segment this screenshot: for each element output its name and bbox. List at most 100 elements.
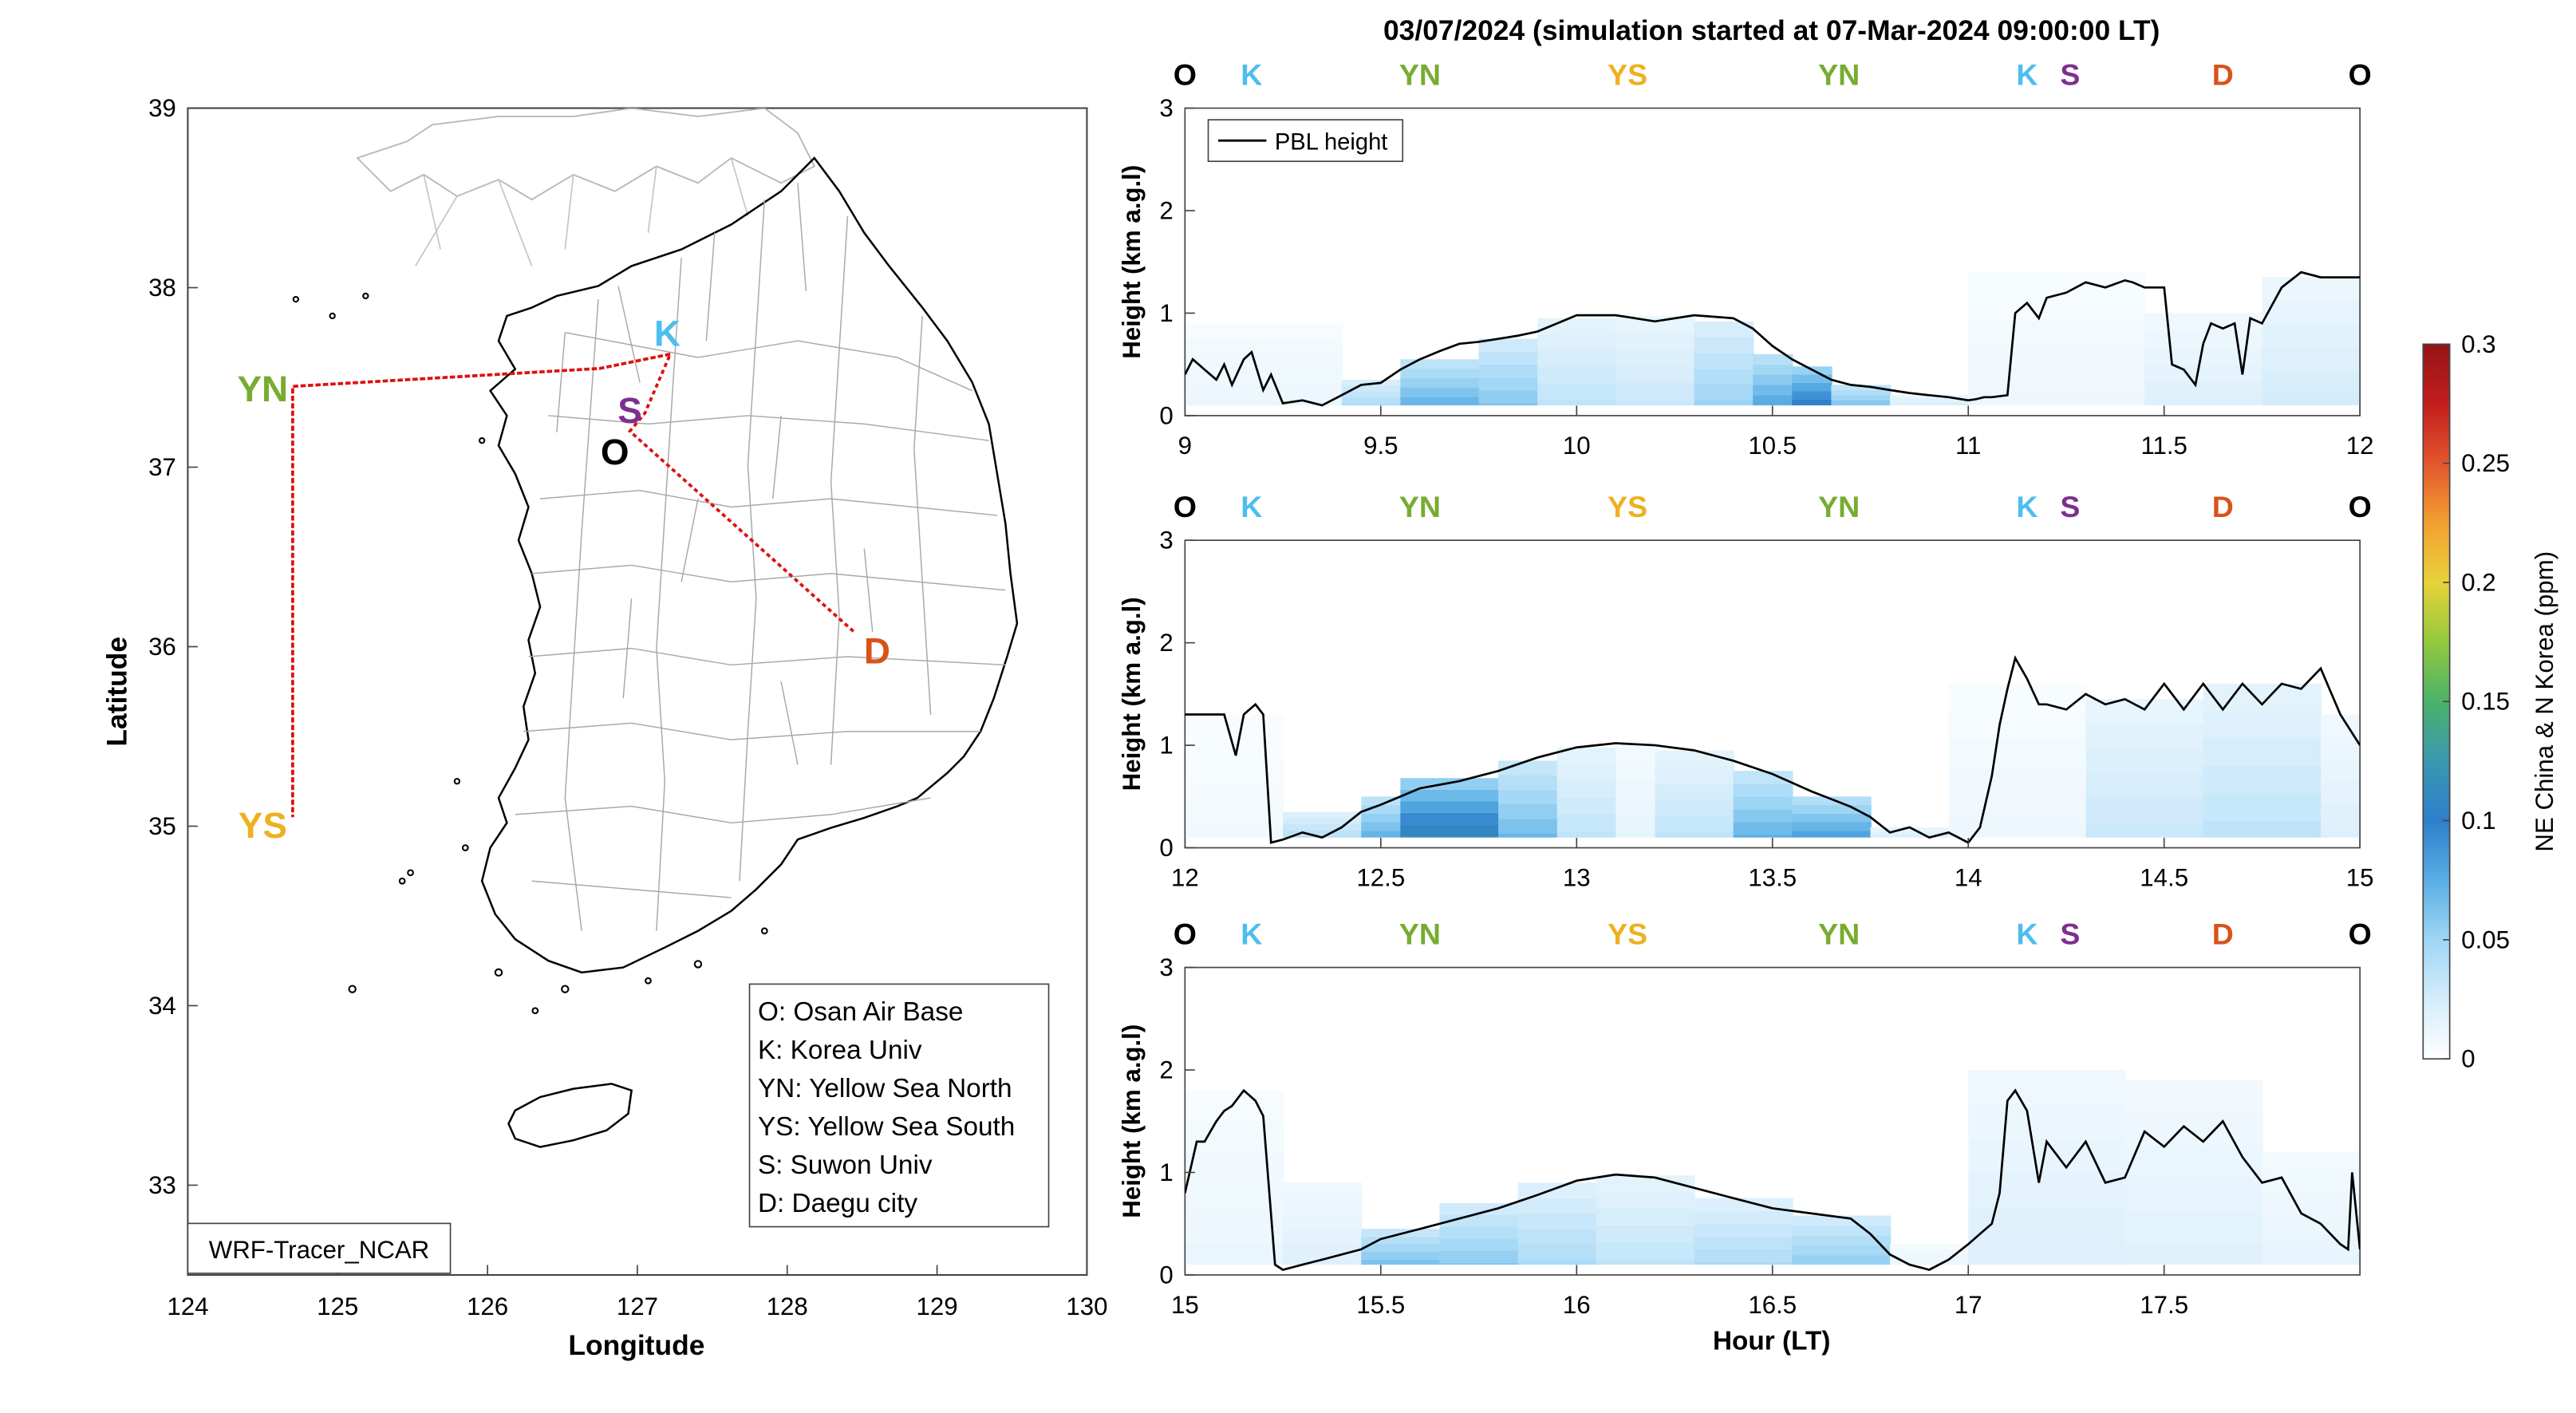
x-tick-label: 10.5	[1748, 432, 1797, 460]
x-tick-label: 15.5	[1356, 1291, 1405, 1319]
tracer-cell	[1615, 333, 1695, 349]
tracer-cell	[1498, 833, 1558, 838]
tracer-cell	[1615, 349, 1695, 366]
tracer-cell	[2085, 798, 2205, 823]
tracer-cell	[2144, 330, 2263, 348]
tracer-cell	[1400, 789, 1500, 802]
model-label: WRF-Tracer_NCAR	[187, 1222, 452, 1274]
tracer-cell	[2144, 364, 2263, 382]
site-legend-entry: K: Korea Univ	[758, 1036, 922, 1065]
tracer-cell	[1615, 316, 1695, 334]
time-height-panel-3: 15 15.5 16 16.5 17 17.5 0 1 2 3 Height (km a.g.l) O…	[1118, 917, 2372, 1318]
tracer-cell	[1478, 402, 1539, 406]
korea-coastline	[480, 156, 1019, 974]
figure-title: 03/07/2024 (simulation started at 07-Mar…	[1383, 14, 2160, 46]
site-sequence-label-yn: YN	[1818, 57, 1860, 91]
site-sequence-label-o: O	[2349, 917, 2372, 950]
colorbar-tick-label: 0.25	[2461, 449, 2510, 477]
tracer-cell	[1733, 796, 1793, 810]
tracer-cell	[1341, 397, 1402, 404]
tracer-cell	[2144, 398, 2263, 406]
y-tick-label: 0	[1159, 401, 1173, 429]
site-sequence-label-k: K	[1241, 490, 1262, 523]
tracer-cell	[1498, 819, 1558, 834]
tracer-cell	[1792, 1235, 1892, 1245]
tracer-cell	[2262, 323, 2361, 347]
tracer-cell	[1792, 831, 1872, 838]
tracer-cell	[2085, 748, 2205, 774]
tracer-cell	[1655, 750, 1734, 767]
tracer-cell	[1694, 1236, 1793, 1249]
colorbar-tick-label: 0.1	[2461, 807, 2495, 835]
tracer-cell	[2262, 346, 2361, 370]
site-sequence-label-d: D	[2212, 917, 2234, 950]
tracer-cell	[1400, 812, 1500, 825]
north-border-lines	[356, 108, 816, 201]
tracer-cell	[1400, 824, 1500, 837]
tracer-cell	[1517, 1182, 1598, 1198]
tracer-cell	[1361, 813, 1402, 823]
tracer-cell	[1733, 822, 1793, 835]
tracer-cell	[1870, 827, 1950, 831]
tracer-cell	[1948, 765, 2087, 794]
tracer-cell	[1792, 822, 1872, 831]
tracer-cell	[2144, 313, 2263, 330]
x-tick-label: 15	[2346, 863, 2374, 891]
tracer-cell	[1361, 796, 1402, 806]
tracer-cell	[1361, 805, 1402, 814]
site-sequence-label-o: O	[1174, 57, 1197, 91]
tracer-cell	[1556, 814, 1617, 831]
tracer-cell	[2262, 1151, 2361, 1173]
tracer-cell	[1733, 771, 1793, 784]
site-sequence-label-s: S	[2060, 917, 2080, 950]
y-tick-label: 2	[1159, 629, 1173, 657]
map-x-tick-label: 127	[617, 1293, 658, 1320]
tracer-cell	[1283, 1259, 1363, 1265]
tracer-cell	[1361, 1259, 1441, 1265]
tracer-cell	[1478, 377, 1539, 390]
tracer-cell	[1831, 400, 1892, 406]
tracer-cell	[1185, 1090, 1284, 1122]
tracer-cell	[1537, 383, 1617, 400]
site-sequence-label-o: O	[1174, 490, 1197, 523]
map-site-label-s: S	[617, 390, 642, 431]
tracer-cell	[2321, 781, 2361, 803]
x-tick-label: 13.5	[1748, 863, 1797, 891]
tracer-cell	[2124, 1210, 2263, 1243]
x-tick-label: 11	[1955, 432, 1981, 460]
map-site-labels: KSO D YN YS	[237, 313, 890, 845]
tracer-cell	[1694, 400, 1754, 406]
y-tick-label: 3	[1159, 527, 1173, 555]
tracer-cell	[1517, 1229, 1598, 1245]
tracer-cell	[1655, 799, 1734, 815]
jeju-island	[507, 1083, 633, 1148]
tracer-cell	[1694, 1210, 1793, 1224]
tracer-cell	[1792, 382, 1832, 392]
site-sequence-label-yn: YN	[1399, 917, 1441, 950]
tracer-cell	[1537, 399, 1617, 406]
site-sequence-label-k: K	[1241, 917, 1262, 950]
tracer-cell	[1968, 320, 2146, 345]
tracer-cell	[2124, 1177, 2263, 1210]
tracer-cell	[1948, 793, 2087, 821]
pbl-height-line	[1185, 1088, 2361, 1271]
tracer-cell	[1341, 403, 1402, 406]
tracer-cell	[2203, 711, 2322, 739]
tracer-cell	[1890, 1254, 1970, 1260]
tracer-cell	[1517, 1244, 1598, 1260]
map-site-label-o: O	[601, 432, 629, 472]
tracer-cell	[2321, 759, 2361, 782]
panel-ylabel: Height (km a.g.l)	[1118, 597, 1146, 791]
tracer-cell	[1439, 1239, 1519, 1251]
tracer-cell	[1537, 334, 1617, 351]
site-sequence-label-yn: YN	[1818, 917, 1860, 950]
tracer-cell	[1694, 1249, 1793, 1262]
tracer-cell	[1948, 738, 2087, 766]
y-tick-label: 3	[1159, 953, 1173, 981]
tracer-cell	[1655, 815, 1734, 832]
tracer-cell	[1537, 350, 1617, 367]
tracer-cell	[1283, 1244, 1363, 1260]
map-y-tick-label: 37	[148, 453, 176, 481]
tracer-cell	[2124, 1112, 2263, 1146]
